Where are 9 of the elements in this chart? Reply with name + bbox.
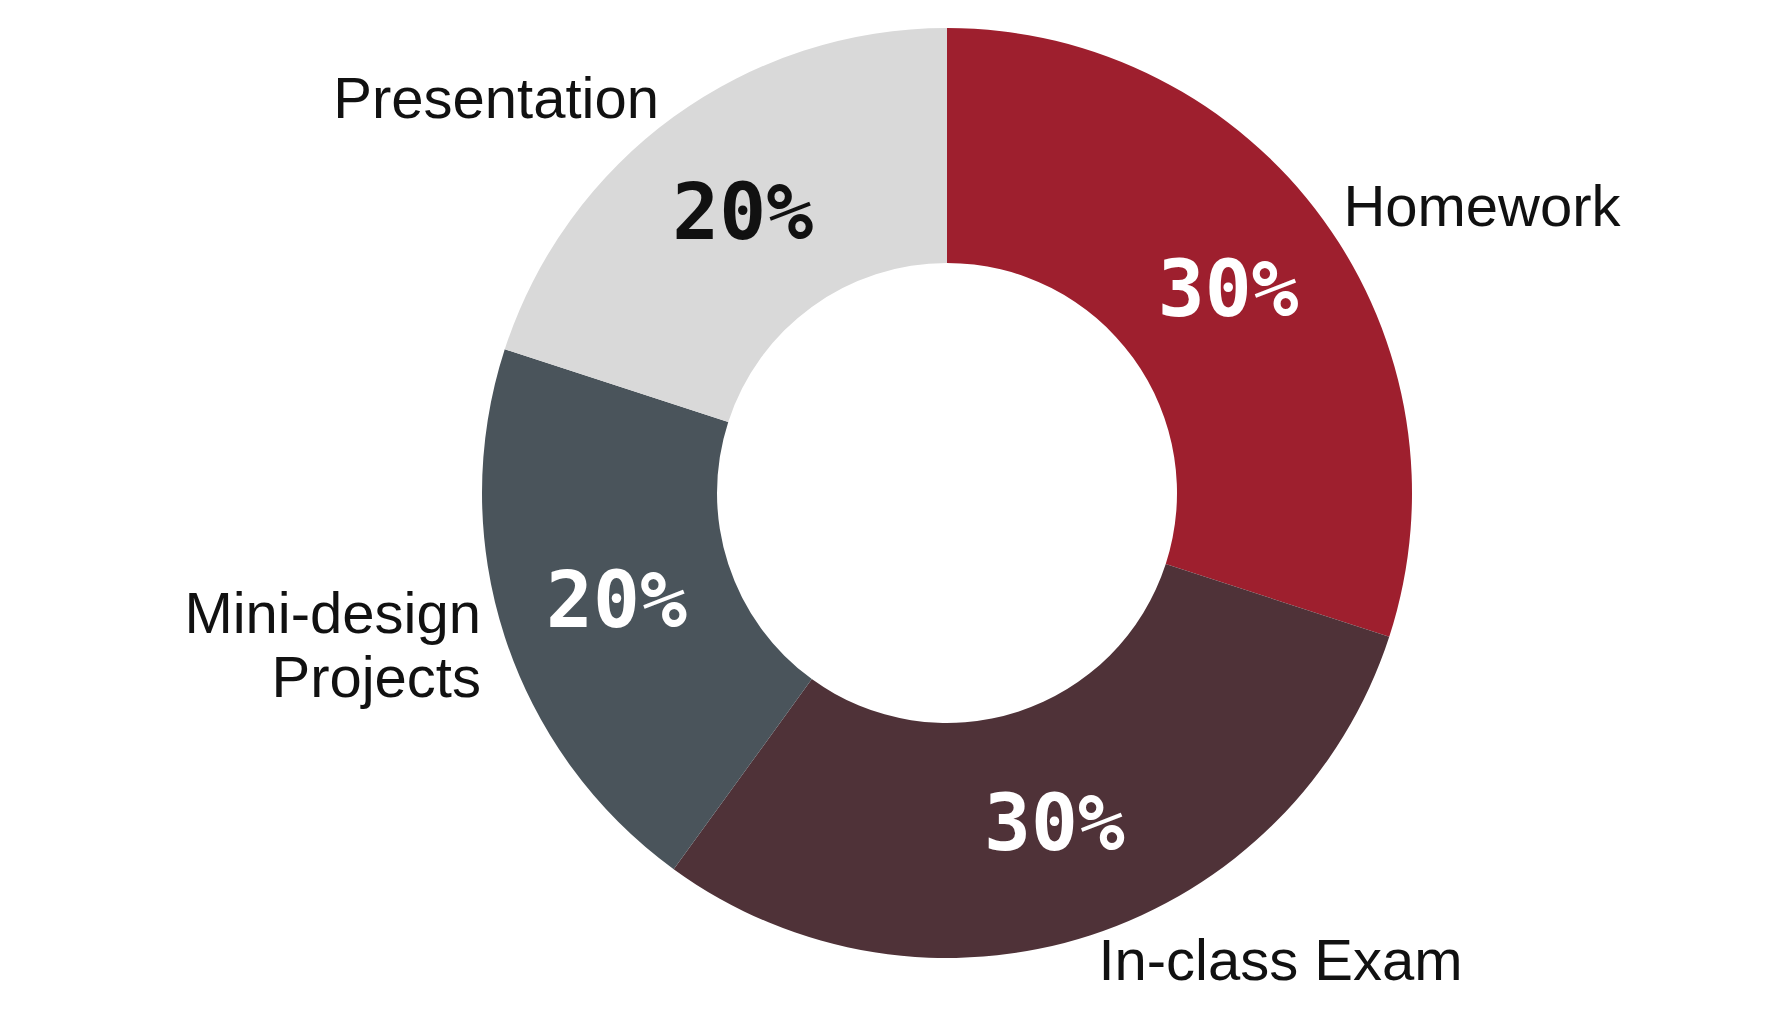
data-label: 30% bbox=[1157, 243, 1299, 334]
slice-label: In-class Exam bbox=[1098, 926, 1463, 992]
data-label: 20% bbox=[672, 166, 814, 257]
slice-label: Homework bbox=[1343, 172, 1622, 238]
donut-slice bbox=[482, 349, 812, 870]
data-label: 30% bbox=[983, 778, 1125, 869]
slice-label: Presentation bbox=[333, 64, 659, 130]
data-label: 20% bbox=[546, 555, 687, 646]
slice-label: Mini-design Projects bbox=[184, 579, 481, 709]
